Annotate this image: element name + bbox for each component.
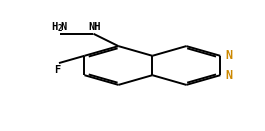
Text: NH: NH [88,22,100,32]
Text: N: N [61,22,67,32]
Text: F: F [55,65,61,75]
Text: H: H [51,22,58,32]
Text: N: N [226,49,233,62]
Text: 2: 2 [58,24,63,33]
Text: N: N [226,69,233,82]
